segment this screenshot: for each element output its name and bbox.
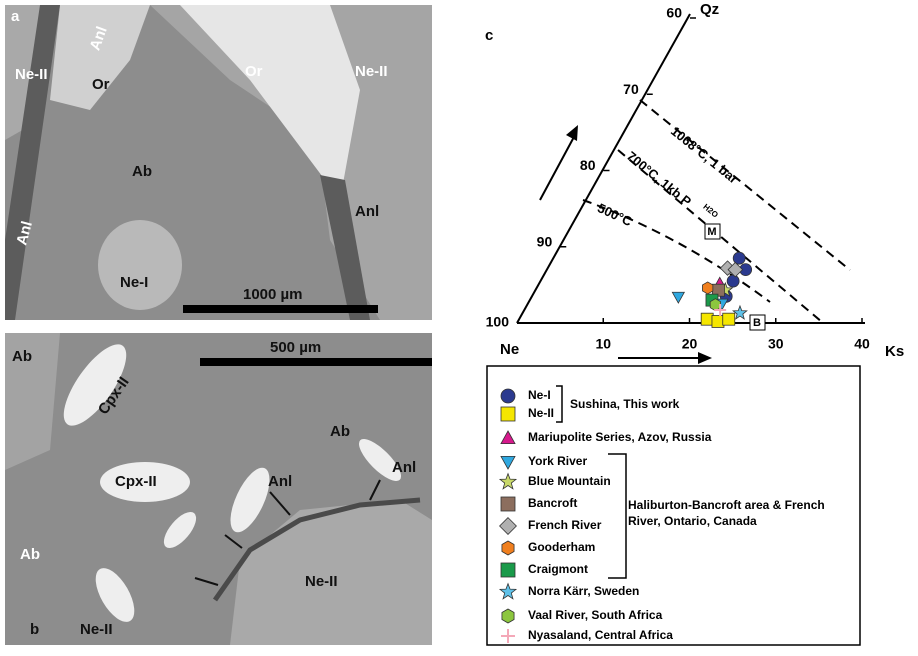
corner-label: Ne bbox=[500, 341, 519, 358]
legend-label: French River bbox=[528, 518, 602, 532]
data-point bbox=[733, 306, 747, 319]
axis-label: Ks bbox=[885, 343, 904, 360]
isotherm-label: 1068°C, 1 bar bbox=[668, 123, 741, 186]
legend-marker bbox=[501, 629, 515, 643]
box-label: B bbox=[753, 317, 761, 329]
apex-label: Qz bbox=[700, 1, 719, 18]
box-label: M bbox=[707, 226, 716, 238]
legend-label: Vaal River, South Africa bbox=[528, 608, 663, 622]
legend-marker bbox=[501, 563, 515, 577]
phase-label: Or bbox=[245, 63, 263, 80]
phase-label: Or bbox=[92, 76, 110, 93]
micrograph-b bbox=[5, 333, 432, 645]
phase-label: Cpx-II bbox=[115, 473, 157, 490]
panel-label: a bbox=[11, 8, 20, 25]
tick-label: 40 bbox=[854, 336, 870, 352]
tick-label: 100 bbox=[486, 314, 510, 330]
legend-label: Gooderham bbox=[528, 540, 595, 554]
phase-label: Ne-II bbox=[305, 573, 338, 590]
panel-label: b bbox=[30, 621, 39, 638]
tick-label: 30 bbox=[768, 336, 784, 352]
data-point bbox=[672, 292, 684, 303]
tick-label: 60 bbox=[666, 5, 682, 21]
isotherm-label: 500°C bbox=[595, 200, 635, 229]
legend-label: Mariupolite Series, Azov, Russia bbox=[528, 430, 712, 444]
legend-label: Norra Kärr, Sweden bbox=[528, 584, 639, 598]
data-point bbox=[723, 313, 735, 325]
ternary-frame bbox=[517, 14, 865, 358]
legend-marker bbox=[501, 497, 515, 511]
isotherm-label: H2O bbox=[701, 202, 719, 219]
data-point bbox=[701, 313, 713, 325]
phase-label: Anl bbox=[392, 459, 416, 476]
legend-marker bbox=[501, 431, 515, 444]
legend-label: Blue Mountain bbox=[528, 474, 611, 488]
group-label: Haliburton-Bancroft area & French River,… bbox=[628, 497, 853, 529]
scale-label: 1000 µm bbox=[243, 286, 303, 303]
phase-label: Ne-II bbox=[15, 66, 48, 83]
legend-label: Bancroft bbox=[528, 496, 577, 510]
data-point bbox=[712, 315, 724, 327]
legend-label: York River bbox=[528, 454, 587, 468]
legend-marker bbox=[500, 474, 516, 489]
legend-marker bbox=[500, 584, 516, 599]
phase-label: Ab bbox=[132, 163, 152, 180]
phase-label: Ab bbox=[20, 546, 40, 563]
legend-label: Nyasaland, Central Africa bbox=[528, 628, 673, 642]
tick-label: 20 bbox=[682, 336, 698, 352]
panel-label: c bbox=[485, 27, 493, 44]
phase-label: Anl bbox=[355, 203, 379, 220]
legend-marker bbox=[501, 456, 515, 469]
data-point bbox=[727, 275, 739, 287]
data-point bbox=[702, 282, 712, 294]
isotherm-label: 700°C, 1kb P bbox=[624, 148, 694, 209]
phase-label: Ne-II bbox=[80, 621, 113, 638]
phase-label: Ab bbox=[12, 348, 32, 365]
legend-label: Ne-II bbox=[528, 406, 554, 420]
figure: a Ne-II Anl Or Or Ne-II Ab Anl Anl Ne-I … bbox=[0, 0, 918, 651]
legend-marker bbox=[502, 541, 514, 555]
scale-label: 500 µm bbox=[270, 339, 321, 356]
micrograph-a bbox=[5, 5, 432, 320]
phase-label: Ne-II bbox=[355, 63, 388, 80]
phase-label: Ne-I bbox=[120, 274, 148, 291]
legend-label: Craigmont bbox=[528, 562, 588, 576]
group-label: Sushina, This work bbox=[570, 397, 680, 411]
legend-label: Ne-I bbox=[528, 388, 551, 402]
legend-marker bbox=[502, 609, 514, 623]
data-point bbox=[710, 299, 720, 311]
legend-marker bbox=[501, 407, 515, 421]
phase-label: Anl bbox=[268, 473, 292, 490]
legend-marker bbox=[501, 389, 515, 403]
tick-label: 80 bbox=[580, 157, 596, 173]
tick-label: 70 bbox=[623, 81, 639, 97]
phase-label: Ab bbox=[330, 423, 350, 440]
tick-label: 10 bbox=[595, 336, 611, 352]
tick-label: 90 bbox=[537, 233, 553, 249]
legend-marker bbox=[500, 518, 517, 535]
